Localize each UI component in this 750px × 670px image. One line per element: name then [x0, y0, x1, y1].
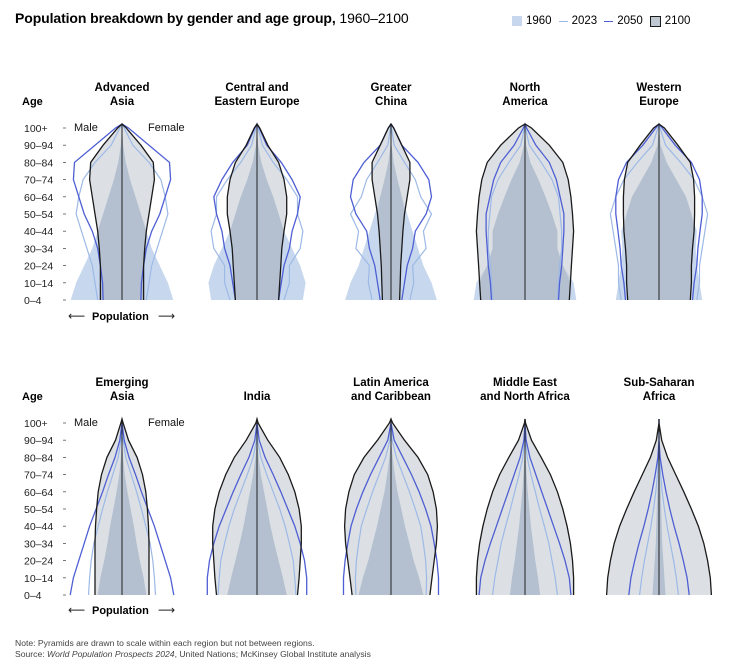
source-note: Source: World Population Prospects 2024,…: [15, 649, 371, 659]
age-tick-label: 50–54: [24, 504, 53, 516]
region-label: Europe: [639, 96, 679, 108]
source-prefix: Source:: [15, 649, 48, 659]
pyramid-advanced-asia: Advanced Asia Male Female: [70, 82, 185, 301]
legend-swatch-1960: [512, 16, 522, 26]
title-range: 1960–2100: [335, 10, 409, 26]
region-label: Sub-Saharan: [624, 377, 695, 389]
line-2023: [354, 419, 428, 596]
line-2050: [628, 419, 690, 596]
pyramid-emerging-asia: Emerging Asia Male Female: [69, 377, 185, 596]
age-tick-label: 60–64: [24, 192, 53, 204]
population-arrow-left: ⟵: [68, 309, 85, 323]
age-axis-row-1: Age 0–4 10–14 20–24 30–34 40–44 50–54 60–64 70–7…: [22, 96, 175, 323]
population-label: Population: [92, 311, 149, 323]
age-tick-label: 70–74: [24, 470, 53, 482]
age-tick-label: 90–94: [24, 140, 53, 152]
region-label: and Caribbean: [351, 391, 431, 403]
age-tick-label: 100+: [24, 123, 48, 135]
pyramid-north-america: North America: [473, 82, 577, 301]
line-2023: [87, 419, 157, 596]
population-label: Population: [92, 605, 149, 617]
legend: 1960 2023 2050 2100: [512, 15, 690, 27]
source-rest: , United Nations; McKinsey Global Instit…: [174, 649, 371, 659]
line-2023: [639, 419, 679, 596]
age-tick-label: 70–74: [24, 175, 53, 187]
line-2050: [478, 419, 572, 596]
region-label: Eastern Europe: [215, 96, 300, 108]
female-label: Female: [148, 417, 185, 429]
line-2023: [217, 419, 297, 596]
legend-label-2023: 2023: [571, 15, 598, 27]
pyramid-greater-china: Greater China: [345, 82, 437, 301]
pyramid-sub-saharan-africa: Sub-Saharan Africa: [605, 377, 713, 596]
region-label: Middle East: [493, 377, 557, 389]
line-2050: [206, 419, 308, 595]
region-label: Asia: [110, 391, 135, 403]
region-label: Western: [636, 82, 681, 94]
legend-item-2100: 2100: [649, 15, 691, 27]
age-tick-label: 40–44: [24, 226, 53, 238]
age-tick-label: 50–54: [24, 209, 53, 221]
title-main: Population breakdown by gender and age g…: [15, 10, 336, 26]
age-tick-label: 30–34: [24, 243, 53, 255]
region-label: Africa: [643, 391, 676, 403]
line-2023: [492, 419, 558, 596]
pyramid-middle-east-and-north-africa: Middle East and North Africa: [475, 377, 575, 596]
age-tick-label: 20–24: [24, 261, 53, 273]
age-tick-label: 20–24: [24, 556, 53, 568]
region-label: Latin America: [353, 377, 429, 389]
region-label: Greater: [371, 82, 412, 94]
female-label: Female: [148, 122, 185, 134]
age-tick-label: 10–14: [24, 278, 53, 290]
outline-2100: [605, 419, 713, 596]
legend-label-2100: 2100: [664, 15, 691, 27]
age-tick-label: 60–64: [24, 487, 53, 499]
age-axis-title: Age: [22, 96, 43, 108]
age-tick-label: 90–94: [24, 435, 53, 447]
legend-swatch-2050: [604, 20, 614, 22]
region-label: Advanced: [95, 82, 150, 94]
legend-item-2050: 2050: [604, 15, 643, 27]
region-label: America: [502, 96, 548, 108]
legend-swatch-2100: [649, 15, 661, 27]
population-arrow-right: ⟶: [158, 603, 175, 617]
region-label: and North Africa: [480, 391, 570, 403]
region-label: Emerging: [95, 377, 148, 389]
footnote: Note: Pyramids are drawn to scale within…: [15, 638, 315, 648]
age-tick-label: 80–84: [24, 452, 53, 464]
source-title: World Population Prospects 2024: [47, 649, 175, 659]
male-label: Male: [74, 417, 98, 429]
pyramid-latin-america-and-caribbean: Latin America and Caribbean: [342, 377, 440, 596]
pyramid-western-europe: Western Europe: [609, 82, 709, 301]
legend-label-2050: 2050: [617, 15, 643, 27]
region-label: China: [375, 96, 408, 108]
age-tick-label: 0–4: [24, 590, 42, 602]
age-axis-row-2: Age 0–4 10–14 20–24 30–34 40–44 50–54 60–64 70–7…: [22, 391, 175, 617]
male-label: Male: [74, 122, 98, 134]
legend-label-1960: 1960: [526, 15, 552, 27]
region-label: North: [510, 82, 541, 94]
region-label: Central and: [225, 82, 288, 94]
age-axis-title: Age: [22, 391, 43, 403]
region-label: Asia: [110, 96, 135, 108]
line-2050: [342, 419, 440, 595]
legend-swatch-2023: [558, 20, 568, 22]
pyramid-central-and-eastern-europe: Central and Eastern Europe: [208, 82, 306, 301]
age-tick-label: 10–14: [24, 573, 53, 585]
legend-item-1960: 1960: [512, 15, 552, 27]
age-tick-label: 30–34: [24, 538, 53, 550]
region-label: India: [244, 391, 271, 403]
chart-title: Population breakdown by gender and age g…: [15, 10, 409, 26]
population-arrow-right: ⟶: [158, 309, 175, 323]
population-arrow-left: ⟵: [68, 603, 85, 617]
age-tick-label: 100+: [24, 418, 48, 430]
age-tick-label: 80–84: [24, 157, 53, 169]
legend-item-2023: 2023: [558, 15, 598, 27]
age-tick-label: 0–4: [24, 295, 42, 307]
line-2050: [69, 419, 175, 596]
pyramid-india: India: [206, 391, 308, 596]
age-tick-label: 40–44: [24, 521, 53, 533]
